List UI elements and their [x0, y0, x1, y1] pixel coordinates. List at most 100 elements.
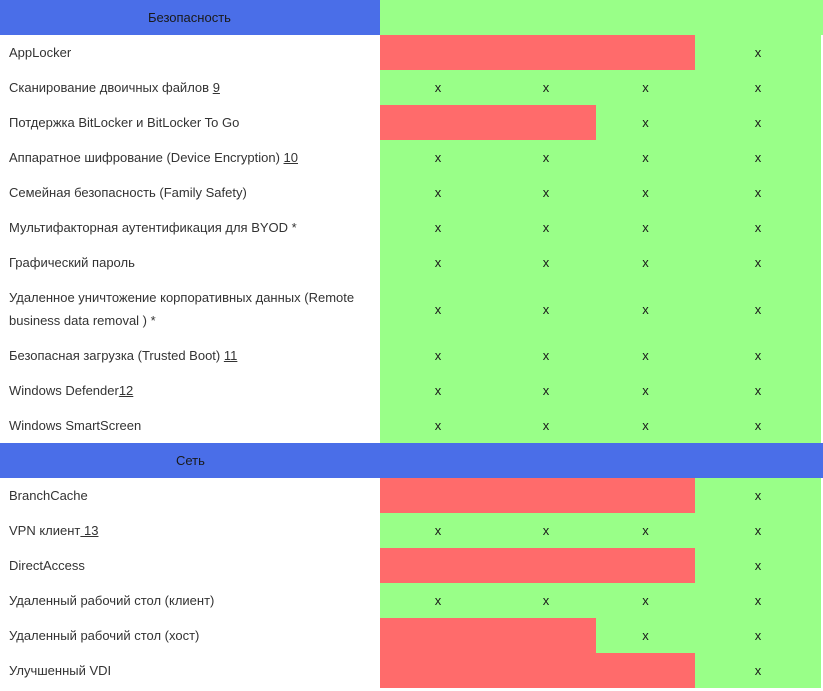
available-cell: x — [496, 338, 596, 373]
feature-name: Безопасная загрузка (Trusted Boot) — [9, 348, 224, 363]
available-cell: x — [380, 338, 496, 373]
feature-label-cell: Улучшенный VDI — [0, 653, 380, 688]
section-header: Сеть — [0, 443, 380, 478]
feature-label-cell: Безопасная загрузка (Trusted Boot) 11 — [0, 338, 380, 373]
table-row: Windows Defender12 x x x x — [0, 373, 823, 408]
available-cell: x — [695, 210, 821, 245]
feature-name: Графический пароль — [9, 255, 135, 270]
available-cell: x — [695, 583, 821, 618]
table-row: Удаленный рабочий стол (клиент) x x x x — [0, 583, 823, 618]
row-edge — [821, 653, 823, 688]
available-cell: x — [695, 408, 821, 443]
available-cell: x — [380, 280, 496, 338]
section-header-fill — [380, 443, 823, 478]
section-title: Безопасность — [148, 10, 231, 25]
feature-label-cell: Windows SmartScreen — [0, 408, 380, 443]
footnote-link[interactable]: 10 — [283, 150, 298, 165]
table-row: Потдержка BitLocker и BitLocker To Go x x — [0, 105, 823, 140]
row-edge — [821, 280, 823, 338]
available-cell: x — [695, 373, 821, 408]
available-cell: x — [695, 105, 821, 140]
section-header-row: Безопасность — [0, 0, 823, 35]
available-cell: x — [496, 175, 596, 210]
available-cell: x — [695, 478, 821, 513]
available-cell: x — [380, 245, 496, 280]
available-cell: x — [695, 70, 821, 105]
row-edge — [821, 105, 823, 140]
feature-label-cell: VPN клиент 13 — [0, 513, 380, 548]
available-cell: x — [695, 280, 821, 338]
feature-name: Мультифакторная аутентификация для BYOD … — [9, 220, 297, 235]
feature-name: Удаленное уничтожение корпоративных данн… — [9, 290, 355, 328]
feature-label-cell: Мультифакторная аутентификация для BYOD … — [0, 210, 380, 245]
available-cell: x — [496, 583, 596, 618]
available-cell: x — [596, 408, 695, 443]
available-cell: x — [695, 513, 821, 548]
unavailable-cell — [380, 653, 695, 688]
available-cell: x — [596, 280, 695, 338]
row-edge — [821, 373, 823, 408]
available-cell: x — [596, 373, 695, 408]
table-row: Семейная безопасность (Family Safety) x x x… — [0, 175, 823, 210]
table-row: Удаленное уничтожение корпоративных данн… — [0, 280, 823, 338]
unavailable-cell — [380, 548, 695, 583]
available-cell: x — [596, 583, 695, 618]
feature-label-cell: Потдержка BitLocker и BitLocker To Go — [0, 105, 380, 140]
available-cell: x — [695, 653, 821, 688]
available-cell: x — [496, 210, 596, 245]
available-cell: x — [596, 338, 695, 373]
unavailable-cell — [380, 478, 695, 513]
feature-label-cell: Удаленное уничтожение корпоративных данн… — [0, 280, 380, 338]
row-edge — [821, 175, 823, 210]
feature-label-cell: AppLocker — [0, 35, 380, 70]
available-cell: x — [380, 175, 496, 210]
table-row: DirectAccess x — [0, 548, 823, 583]
feature-label-cell: Аппаратное шифрование (Device Encryption… — [0, 140, 380, 175]
available-cell: x — [380, 513, 496, 548]
row-edge — [821, 70, 823, 105]
row-edge — [821, 513, 823, 548]
available-cell: x — [496, 408, 596, 443]
unavailable-cell — [380, 618, 596, 653]
available-cell: x — [596, 618, 695, 653]
available-cell: x — [596, 140, 695, 175]
row-edge — [821, 583, 823, 618]
table-row: Мультифакторная аутентификация для BYOD … — [0, 210, 823, 245]
available-cell: x — [695, 140, 821, 175]
feature-name: Семейная безопасность (Family Safety) — [9, 185, 247, 200]
feature-name: Windows Defender — [9, 383, 119, 398]
available-cell: x — [596, 210, 695, 245]
available-cell: x — [380, 373, 496, 408]
feature-label-cell: Сканирование двоичных файлов 9 — [0, 70, 380, 105]
available-cell: x — [596, 105, 695, 140]
available-cell: x — [380, 408, 496, 443]
available-cell: x — [496, 140, 596, 175]
section-header-row: Сеть — [0, 443, 823, 478]
footnote-link[interactable]: 9 — [212, 80, 220, 95]
feature-name: VPN клиент — [9, 523, 81, 538]
feature-name: Windows SmartScreen — [9, 418, 142, 433]
footnote-link[interactable]: 11 — [223, 348, 238, 363]
available-cell: x — [496, 70, 596, 105]
available-cell: x — [596, 513, 695, 548]
table-row: Аппаратное шифрование (Device Encryption… — [0, 140, 823, 175]
available-cell: x — [596, 245, 695, 280]
row-edge — [821, 548, 823, 583]
table-row: Удаленный рабочий стол (хост) x x — [0, 618, 823, 653]
footnote-link[interactable]: 12 — [118, 383, 134, 398]
feature-label-cell: Графический пароль — [0, 245, 380, 280]
feature-label-cell: DirectAccess — [0, 548, 380, 583]
feature-name: Удаленный рабочий стол (хост) — [9, 628, 200, 643]
feature-name: Аппаратное шифрование (Device Encryption… — [9, 150, 284, 165]
section-title: Сеть — [176, 453, 205, 468]
feature-name: AppLocker — [9, 45, 72, 60]
available-cell: x — [496, 373, 596, 408]
feature-name: Удаленный рабочий стол (клиент) — [9, 593, 215, 608]
table-row: Улучшенный VDI x — [0, 653, 823, 688]
available-cell: x — [596, 70, 695, 105]
available-cell: x — [380, 70, 496, 105]
footnote-link[interactable]: 13 — [80, 523, 99, 538]
row-edge — [821, 245, 823, 280]
